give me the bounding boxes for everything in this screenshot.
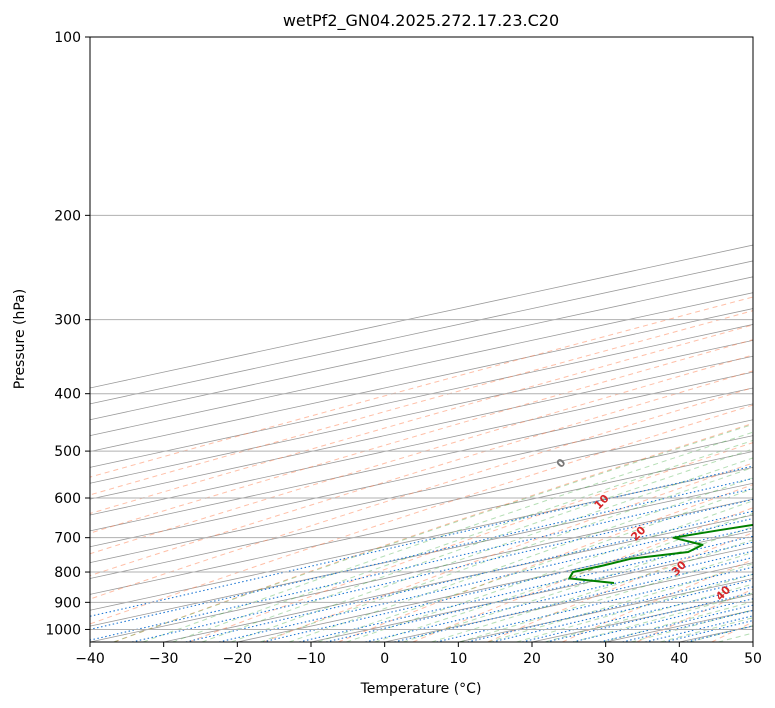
- mixing-ratio-line: [218, 517, 753, 642]
- moist-adiabat-line: [317, 488, 753, 642]
- mixing-ratio-line: [572, 598, 753, 642]
- y-tick-label: 600: [54, 491, 81, 507]
- moist-adiabat-line: [402, 526, 753, 642]
- y-tick-label: 200: [54, 208, 81, 224]
- x-tick-label: −30: [149, 651, 179, 667]
- moist-adiabat-line: [573, 592, 753, 642]
- x-tick-label: 40: [670, 651, 688, 667]
- dry-adiabat-line: [412, 507, 753, 642]
- x-tick-label: −40: [75, 651, 105, 667]
- isotherm-line: [163, 514, 753, 642]
- mixing-ratio-line: [365, 550, 753, 642]
- isotherm-line: [90, 292, 753, 437]
- x-axis-ticks: −40 −30 −20 −10 0 10 20 30 40 50: [75, 642, 762, 667]
- isotherm-line: [90, 451, 753, 595]
- moist-adiabat-label: 10: [592, 492, 612, 512]
- moist-adiabat-line: [230, 457, 753, 642]
- dry-adiabat-line: [90, 339, 753, 534]
- mixing-ratio-line: [90, 465, 753, 617]
- dry-adiabat-line: [711, 621, 753, 642]
- y-axis-title: Pressure (hPa): [12, 289, 28, 389]
- dry-adiabat-line: [113, 422, 753, 642]
- isotherm-line: [90, 419, 753, 564]
- moist-adiabat-line: [288, 477, 753, 642]
- moist-adiabat-line: [544, 583, 753, 642]
- isotherm-line: [237, 530, 753, 642]
- mixing-ratio-line: [521, 586, 753, 642]
- mixing-ratio-line: [664, 619, 753, 642]
- moist-adiabat-line: [113, 423, 753, 642]
- mixing-ratio-line: [436, 566, 753, 642]
- dry-adiabat-line: [263, 462, 753, 642]
- isotherm-line: [90, 260, 753, 405]
- moist-adiabat-line: [260, 466, 753, 642]
- x-tick-label: 50: [744, 651, 762, 667]
- x-tick-label: 0: [380, 651, 389, 667]
- isotherm-line: [90, 276, 753, 421]
- isotherm-line: [90, 498, 753, 642]
- isotherm-lines: [90, 244, 753, 642]
- moist-adiabat-label: 20: [628, 523, 648, 543]
- dry-adiabat-line: [188, 442, 753, 642]
- moist-adiabat-line: [718, 632, 753, 642]
- y-tick-label: 500: [54, 444, 81, 460]
- plot-frame: [89, 36, 754, 643]
- y-tick-label: 400: [54, 387, 81, 403]
- dry-adiabat-line: [636, 588, 753, 642]
- isotherm-line: [90, 244, 753, 389]
- isotherm-line: [458, 578, 753, 642]
- y-tick-label: 300: [54, 313, 81, 329]
- mixing-ratio-line: [492, 579, 753, 642]
- y-tick-label: 800: [54, 565, 81, 581]
- dry-adiabat-line: [338, 484, 753, 642]
- isotherm-line: [752, 641, 753, 642]
- dry-adiabat-lines: [90, 296, 753, 642]
- x-tick-label: 30: [597, 651, 615, 667]
- pressure-grid-lines: [90, 37, 753, 630]
- moist-adiabat-lines: [113, 423, 753, 642]
- moist-adiabat-line: [431, 539, 753, 642]
- mixing-ratio-line: [325, 541, 753, 642]
- dry-adiabat-line: [90, 404, 753, 625]
- x-tick-label: −20: [223, 651, 253, 667]
- moist-adiabat-line: [459, 551, 753, 642]
- mixing-ratio-line: [185, 510, 753, 642]
- moist-adiabat-line: [142, 431, 753, 642]
- mixing-ratio-line: [546, 591, 753, 642]
- mixing-ratio-lines: [90, 465, 753, 642]
- isotherm-line: [90, 324, 753, 468]
- dewpoint-profile: [568, 523, 753, 584]
- x-axis-title: Temperature (°C): [360, 681, 482, 697]
- mixing-ratio-line: [90, 488, 753, 641]
- x-tick-label: 10: [449, 651, 467, 667]
- mixing-ratio-line: [599, 604, 753, 642]
- y-tick-label: 700: [54, 531, 81, 547]
- x-tick-label: 20: [523, 651, 541, 667]
- sounding-profiles: [568, 523, 753, 584]
- y-tick-label: 900: [54, 595, 81, 611]
- y-tick-label: 100: [54, 30, 81, 46]
- isotherm-line: [90, 482, 753, 627]
- isotherm-line: [90, 466, 753, 611]
- moist-adiabat-label: 0: [554, 456, 569, 471]
- x-tick-label: −10: [296, 651, 326, 667]
- plot-area: -100-90-80-70-60-50-40-30-20-100.10.20.4…: [90, 37, 753, 642]
- dry-adiabat-line: [90, 354, 753, 555]
- y-axis-ticks: 100 200 300 400 500 600 700 800 900 1000: [45, 30, 90, 638]
- moist-adiabat-line: [516, 573, 753, 642]
- mixing-ratio-line: [131, 498, 753, 642]
- isotherm-line: [90, 308, 753, 452]
- moist-adiabat-line: [346, 500, 753, 642]
- y-tick-label: 1000: [45, 622, 81, 638]
- isotherm-line: [90, 403, 753, 548]
- chart-title: wetPf2_GN04.2025.272.17.23.C20: [283, 11, 559, 31]
- isotherm-line: [679, 625, 753, 642]
